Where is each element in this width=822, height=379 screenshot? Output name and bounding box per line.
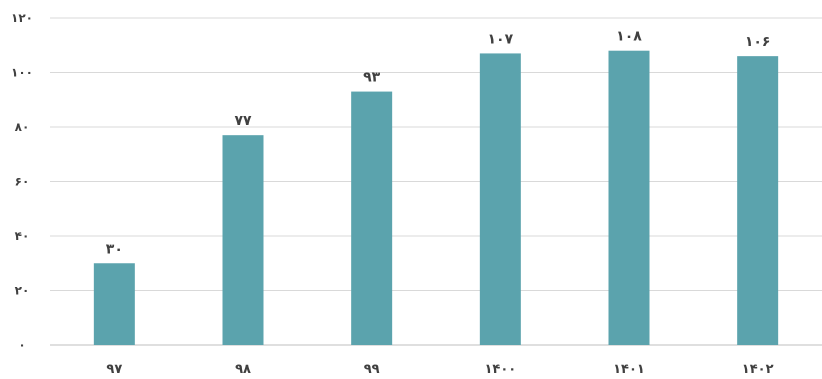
bar — [222, 135, 264, 345]
y-tick-label: ۰ — [18, 338, 25, 352]
x-tick-label: ۱۴۰۱ — [613, 362, 645, 377]
data-label: ۱۰۸ — [616, 29, 642, 45]
data-label: ۹۳ — [363, 70, 381, 86]
x-tick-label: ۱۴۰۲ — [742, 362, 774, 377]
x-tick-label: ۹۹ — [364, 362, 380, 377]
y-tick-label: ۴۰ — [15, 229, 30, 243]
bar — [351, 91, 393, 345]
grid-layer — [50, 17, 822, 346]
data-label: ۱۰۶ — [745, 34, 771, 50]
data-label: ۱۰۷ — [488, 31, 514, 47]
bar — [93, 263, 135, 345]
bar — [608, 50, 650, 345]
data-label: ۷۷ — [234, 113, 252, 129]
y-tick-label: ۸۰ — [15, 120, 30, 134]
y-tick-label: ۱۲۰ — [11, 11, 33, 25]
bar — [737, 56, 779, 346]
data-label: ۳۰ — [106, 241, 123, 257]
y-tick-label: ۶۰ — [15, 175, 30, 189]
x-tick-label: ۱۴۰۰ — [484, 362, 516, 377]
x-tick-label: ۹۸ — [235, 362, 251, 377]
bar-layer — [93, 50, 779, 346]
y-tick-label: ۲۰ — [15, 284, 30, 298]
label-layer: ۰ ۲۰ ۴۰ ۶۰ ۸۰ ۱۰۰ ۱۲۰ ۳۰ ۹۷ ۷۷ ۹۸ ۹۳ ۹۹ ۱۰۷ ۱۴۰۰ ۱۰۸ ۱۴۰… — [11, 11, 774, 377]
bar — [479, 53, 521, 346]
y-tick-label: ۱۰۰ — [11, 66, 33, 80]
x-tick-label: ۹۷ — [106, 362, 122, 377]
